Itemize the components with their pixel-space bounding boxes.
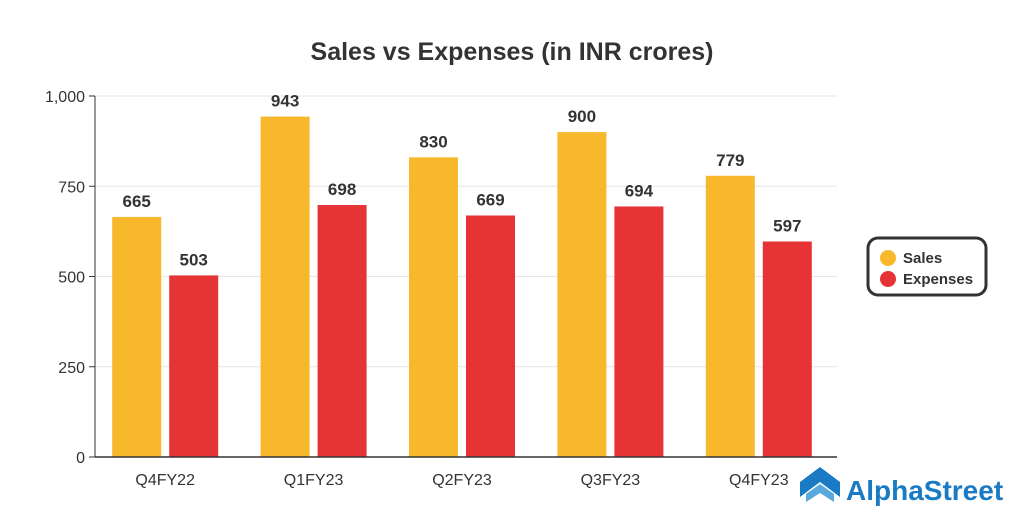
y-tick-label: 250 (58, 360, 85, 377)
bar-expenses (762, 241, 812, 457)
bar-expenses (614, 206, 664, 457)
bar-sales (260, 116, 310, 458)
legend-label: Expenses (903, 271, 973, 288)
y-tick-label: 750 (58, 179, 85, 196)
legend-marker-expenses (880, 271, 896, 287)
logo-text: AlphaStreet (846, 475, 1003, 506)
legend-label: Sales (903, 250, 942, 267)
bar-sales (112, 216, 162, 457)
x-tick-label: Q1FY23 (284, 472, 344, 489)
bar-expenses (169, 275, 219, 457)
legend-marker-sales (880, 250, 896, 266)
data-label: 597 (773, 216, 801, 235)
data-label: 503 (180, 250, 208, 269)
x-tick-label: Q3FY23 (581, 472, 641, 489)
bar-expenses (317, 205, 367, 457)
data-label: 665 (123, 192, 151, 211)
x-tick-label: Q4FY23 (729, 472, 789, 489)
data-label: 694 (625, 181, 654, 200)
data-label: 943 (271, 92, 299, 111)
data-label: 779 (716, 151, 744, 170)
x-tick-label: Q2FY23 (432, 472, 492, 489)
data-label: 900 (568, 107, 596, 126)
bar-expenses (466, 215, 515, 457)
x-tick-label: Q4FY22 (135, 472, 195, 489)
alphastreet-logo: AlphaStreet (800, 467, 1003, 506)
chart-title: Sales vs Expenses (in INR crores) (311, 38, 714, 66)
y-tick-label: 1,000 (45, 89, 85, 106)
bar-sales (705, 175, 755, 457)
legend: Sales Expenses (866, 236, 988, 297)
data-label: 830 (419, 132, 447, 151)
y-tick-label: 0 (76, 450, 85, 467)
bar-sales (409, 157, 458, 457)
logo-chevron-icon (800, 467, 840, 497)
legend-box (866, 236, 988, 297)
data-label: 669 (476, 190, 504, 209)
y-tick-label: 500 (58, 270, 85, 287)
data-label: 698 (328, 180, 356, 199)
bar-sales (557, 132, 607, 457)
